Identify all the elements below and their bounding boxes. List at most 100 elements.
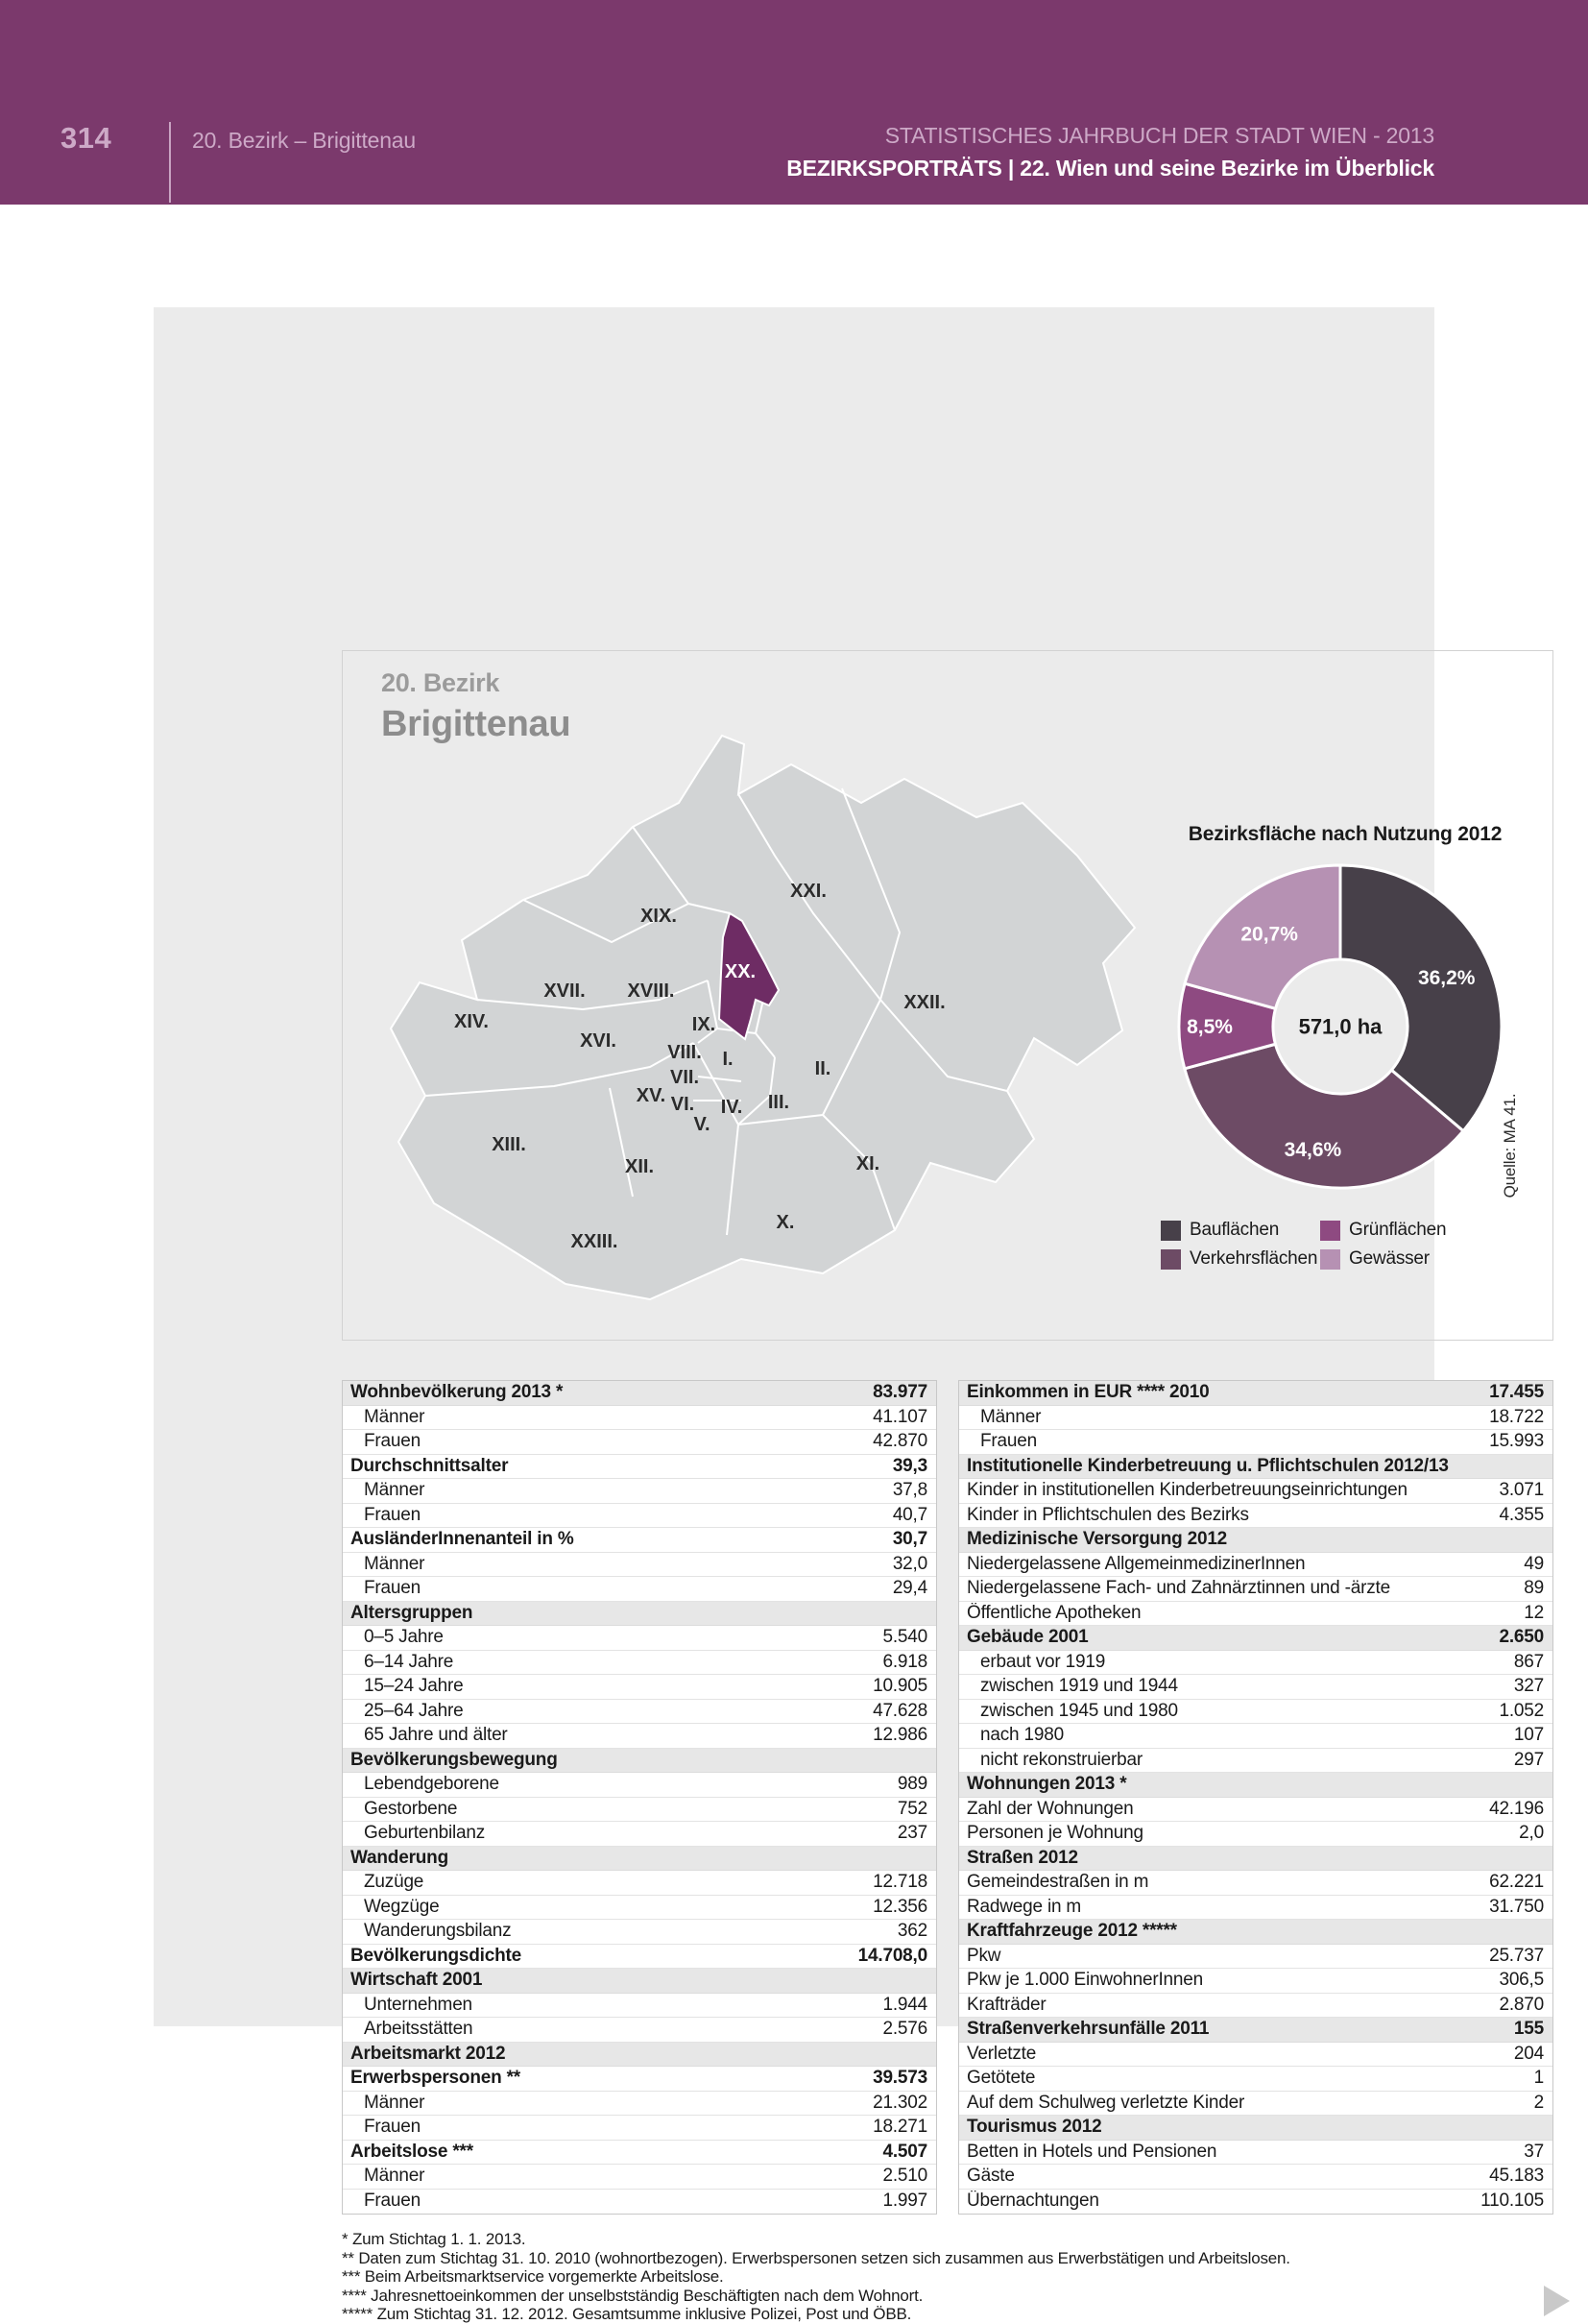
row-label: zwischen 1919 und 1944	[980, 1676, 1178, 1697]
district-label: II.	[815, 1058, 831, 1079]
row-value: 2.650	[1499, 1627, 1544, 1648]
legend-item: Bauflächen	[1161, 1220, 1320, 1241]
table-row: Zahl der Wohnungen 42.196	[959, 1797, 1552, 1822]
row-label: 65 Jahre und älter	[364, 1725, 508, 1746]
row-value: 39,3	[892, 1455, 927, 1476]
slice-percentage-label: 36,2%	[1418, 967, 1476, 989]
row-value: 37	[1524, 2141, 1544, 2162]
table-row: Männer 21.302	[343, 2091, 936, 2116]
row-value: 25.737	[1489, 1945, 1544, 1966]
table-row: Betten in Hotels und Pensionen 37	[959, 2140, 1552, 2165]
chart-source: Quelle: MA 41.	[1501, 1093, 1519, 1198]
table-row: Auf dem Schulweg verletzte Kinder 2	[959, 2091, 1552, 2116]
row-label: Unternehmen	[364, 1994, 472, 2015]
row-label: Arbeitsmarkt 2012	[350, 2043, 506, 2064]
legend-label: Bauflächen	[1190, 1220, 1280, 1240]
row-value: 42.196	[1489, 1798, 1544, 1819]
row-label: Bevölkerungsbewegung	[350, 1749, 558, 1770]
row-value: 49	[1524, 1553, 1544, 1574]
table-row: 0–5 Jahre 5.540	[343, 1626, 936, 1651]
row-label: Pkw je 1.000 EinwohnerInnen	[967, 1970, 1203, 1991]
table-row: Pkw je 1.000 EinwohnerInnen 306,5	[959, 1969, 1552, 1994]
row-value: 21.302	[873, 2092, 927, 2113]
table-row: Altersgruppen	[343, 1601, 936, 1626]
footnote: * Zum Stichtag 1. 1. 2013.	[342, 2230, 526, 2248]
table-row: Arbeitslose *** 4.507	[343, 2140, 936, 2165]
table-row: Wohnungen 2013 *	[959, 1773, 1552, 1798]
table-row: Geburtenbilanz 237	[343, 1822, 936, 1847]
row-label: Frauen	[364, 1578, 421, 1599]
table-row: Niedergelassene AllgemeinmedizinerInnen 4…	[959, 1552, 1552, 1577]
row-label: Gestorbene	[364, 1798, 458, 1819]
table-row: Institutionelle Kinderbetreuung u. Pflic…	[959, 1454, 1552, 1479]
next-page-arrow-icon[interactable]	[1544, 2286, 1570, 2316]
row-value: 12	[1524, 1602, 1544, 1623]
row-value: 306,5	[1499, 1970, 1544, 1991]
district-label: XX.	[725, 961, 756, 982]
table-row: Übernachtungen 110.105	[959, 2189, 1552, 2214]
row-value: 2.870	[1499, 1994, 1544, 2015]
donut-center-label: 571,0 ha	[1299, 1015, 1383, 1039]
row-label: Zuzüge	[364, 1872, 424, 1893]
table-row: Wohnbevölkerung 2013 * 83.977	[343, 1381, 936, 1406]
footnote: *** Beim Arbeitsmarktservice vorgemerkte…	[342, 2267, 724, 2286]
district-label: XVI.	[580, 1030, 616, 1052]
stats-table-right: Einkommen in EUR **** 2010 17.455 Männer 18…	[958, 1380, 1553, 2215]
row-label: Wanderung	[350, 1847, 448, 1868]
district-label: X.	[777, 1212, 795, 1233]
row-label: Männer	[364, 1480, 425, 1501]
footnotes: * Zum Stichtag 1. 1. 2013. ** Daten zum S…	[342, 2230, 1532, 2324]
row-value: 1.052	[1499, 1700, 1544, 1721]
table-row: AusländerInnenanteil in % 30,7	[343, 1528, 936, 1553]
slice-percentage-label: 20,7%	[1240, 923, 1298, 945]
header-divider	[169, 122, 171, 203]
row-label: Wohnbevölkerung 2013 *	[350, 1382, 564, 1403]
row-value: 40,7	[892, 1504, 927, 1525]
table-row: Tourismus 2012	[959, 2116, 1552, 2141]
row-label: Frauen	[364, 1504, 421, 1525]
legend-item: Grünflächen	[1320, 1220, 1506, 1241]
chapter-title: BEZIRKSPORTRÄTS | 22. Wien und seine Bez…	[786, 156, 1434, 181]
row-label: Öffentliche Apotheken	[967, 1602, 1142, 1623]
row-label: Arbeitslose ***	[350, 2141, 473, 2162]
donut-slice-gewässer	[1183, 863, 1342, 1011]
district-label: XVII.	[543, 980, 585, 1002]
table-row: Öffentliche Apotheken 12	[959, 1601, 1552, 1626]
row-label: Getötete	[967, 2068, 1036, 2089]
row-label: Wirtschaft 2001	[350, 1970, 483, 1991]
table-row: Radwege in m 31.750	[959, 1895, 1552, 1920]
row-value: 15.993	[1489, 1431, 1544, 1452]
row-label: Wegzüge	[364, 1896, 440, 1917]
row-label: Betten in Hotels und Pensionen	[967, 2141, 1217, 2162]
district-label: V.	[693, 1114, 710, 1135]
row-value: 5.540	[882, 1627, 927, 1648]
row-label: 15–24 Jahre	[364, 1676, 464, 1697]
table-row: Lebendgeborene 989	[343, 1773, 936, 1798]
chart-title: Bezirksfläche nach Nutzung 2012	[1188, 823, 1503, 845]
legend-swatch-icon	[1320, 1220, 1340, 1241]
district-label: XXI.	[790, 881, 827, 902]
table-row: Frauen 1.997	[343, 2189, 936, 2214]
row-label: 25–64 Jahre	[364, 1700, 464, 1721]
table-row: Verletzte 204	[959, 2042, 1552, 2067]
row-label: Tourismus 2012	[967, 2117, 1102, 2138]
row-label: Männer	[364, 2092, 425, 2113]
table-row: Männer 41.107	[343, 1405, 936, 1430]
row-label: Bevölkerungsdichte	[350, 1945, 522, 1966]
row-label: Frauen	[980, 1431, 1038, 1452]
table-row: Zuzüge 12.718	[343, 1871, 936, 1896]
row-label: 0–5 Jahre	[364, 1627, 444, 1648]
table-row: Frauen 40,7	[343, 1503, 936, 1528]
district-label: VII.	[670, 1067, 699, 1088]
row-label: Institutionelle Kinderbetreuung u. Pflic…	[967, 1455, 1449, 1476]
row-value: 2.576	[882, 2019, 927, 2040]
box-district-name: Brigittenau	[381, 704, 571, 744]
table-row: Wanderung	[343, 1846, 936, 1871]
land-use-donut-chart: 36,2% 34,6% 8,5% 20,7% 571,0 ha	[1177, 863, 1504, 1190]
row-label: Gäste	[967, 2166, 1015, 2187]
row-value: 3.071	[1499, 1480, 1544, 1501]
table-row: Wegzüge 12.356	[343, 1895, 936, 1920]
row-value: 1.944	[882, 1994, 927, 2015]
row-label: Kinder in Pflichtschulen des Bezirks	[967, 1504, 1249, 1525]
row-value: 107	[1513, 1725, 1544, 1746]
